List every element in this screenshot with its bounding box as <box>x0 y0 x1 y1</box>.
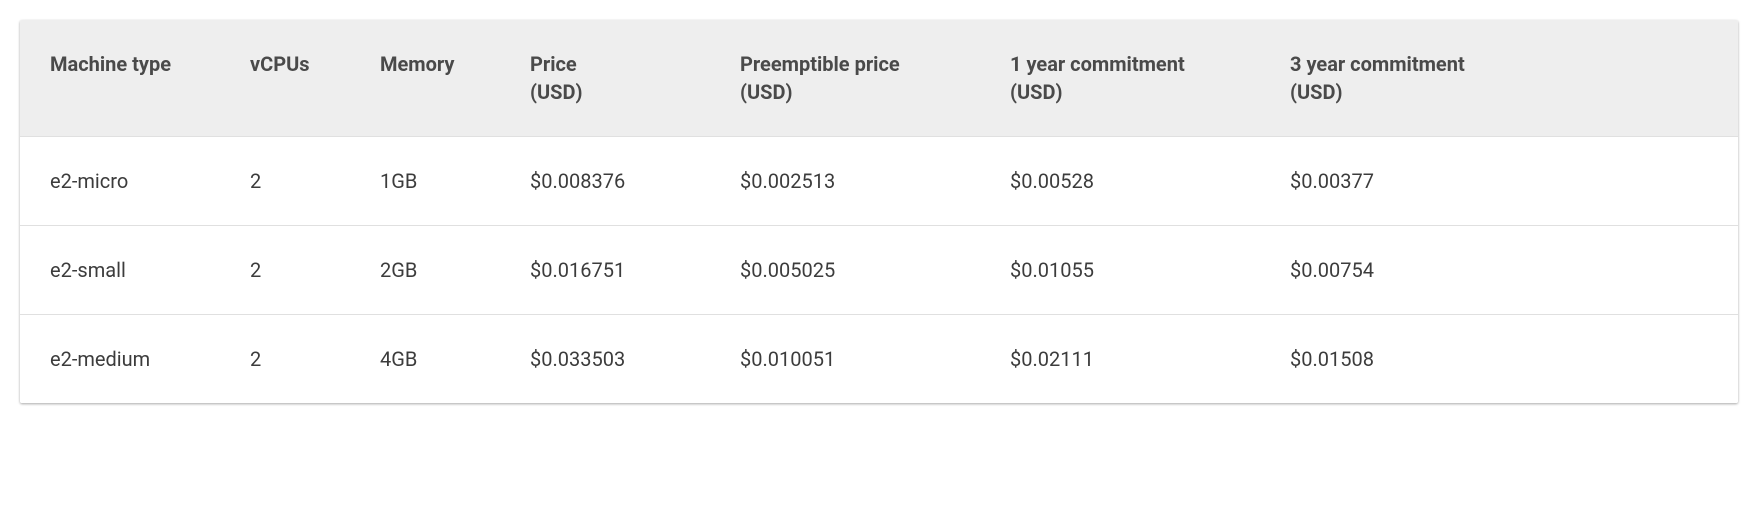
header-3yr-line1: 3 year commitment <box>1290 52 1465 76</box>
cell-1yr: $0.00528 <box>980 137 1260 226</box>
cell-3yr: $0.01508 <box>1260 315 1738 404</box>
cell-1yr: $0.02111 <box>980 315 1260 404</box>
header-3yr-line2: (USD) <box>1290 80 1343 104</box>
header-machine-type: Machine type <box>20 20 220 137</box>
cell-memory: 4GB <box>350 315 500 404</box>
cell-preemptible: $0.010051 <box>710 315 980 404</box>
table-header-row: Machine type vCPUs Memory Price (USD) Pr… <box>20 20 1738 137</box>
cell-vcpus: 2 <box>220 137 350 226</box>
cell-3yr: $0.00754 <box>1260 226 1738 315</box>
cell-machine-type: e2-small <box>20 226 220 315</box>
cell-memory: 2GB <box>350 226 500 315</box>
cell-machine-type: e2-micro <box>20 137 220 226</box>
cell-vcpus: 2 <box>220 226 350 315</box>
header-1yr: 1 year commitment (USD) <box>980 20 1260 137</box>
cell-3yr: $0.00377 <box>1260 137 1738 226</box>
cell-price: $0.033503 <box>500 315 710 404</box>
pricing-table-container: Machine type vCPUs Memory Price (USD) Pr… <box>20 20 1738 403</box>
header-memory: Memory <box>350 20 500 137</box>
header-price-line2: (USD) <box>530 80 583 104</box>
pricing-table: Machine type vCPUs Memory Price (USD) Pr… <box>20 20 1738 403</box>
cell-1yr: $0.01055 <box>980 226 1260 315</box>
cell-machine-type: e2-medium <box>20 315 220 404</box>
header-preemptible: Preemptible price (USD) <box>710 20 980 137</box>
header-vcpus: vCPUs <box>220 20 350 137</box>
header-price-line1: Price <box>530 52 577 76</box>
table-row: e2-small 2 2GB $0.016751 $0.005025 $0.01… <box>20 226 1738 315</box>
cell-preemptible: $0.005025 <box>710 226 980 315</box>
cell-memory: 1GB <box>350 137 500 226</box>
table-row: e2-medium 2 4GB $0.033503 $0.010051 $0.0… <box>20 315 1738 404</box>
cell-vcpus: 2 <box>220 315 350 404</box>
header-3yr: 3 year commitment (USD) <box>1260 20 1738 137</box>
header-preemptible-line1: Preemptible price <box>740 52 900 76</box>
cell-price: $0.008376 <box>500 137 710 226</box>
cell-preemptible: $0.002513 <box>710 137 980 226</box>
table-row: e2-micro 2 1GB $0.008376 $0.002513 $0.00… <box>20 137 1738 226</box>
header-price: Price (USD) <box>500 20 710 137</box>
cell-price: $0.016751 <box>500 226 710 315</box>
header-1yr-line1: 1 year commitment <box>1010 52 1185 76</box>
header-preemptible-line2: (USD) <box>740 80 793 104</box>
header-1yr-line2: (USD) <box>1010 80 1063 104</box>
